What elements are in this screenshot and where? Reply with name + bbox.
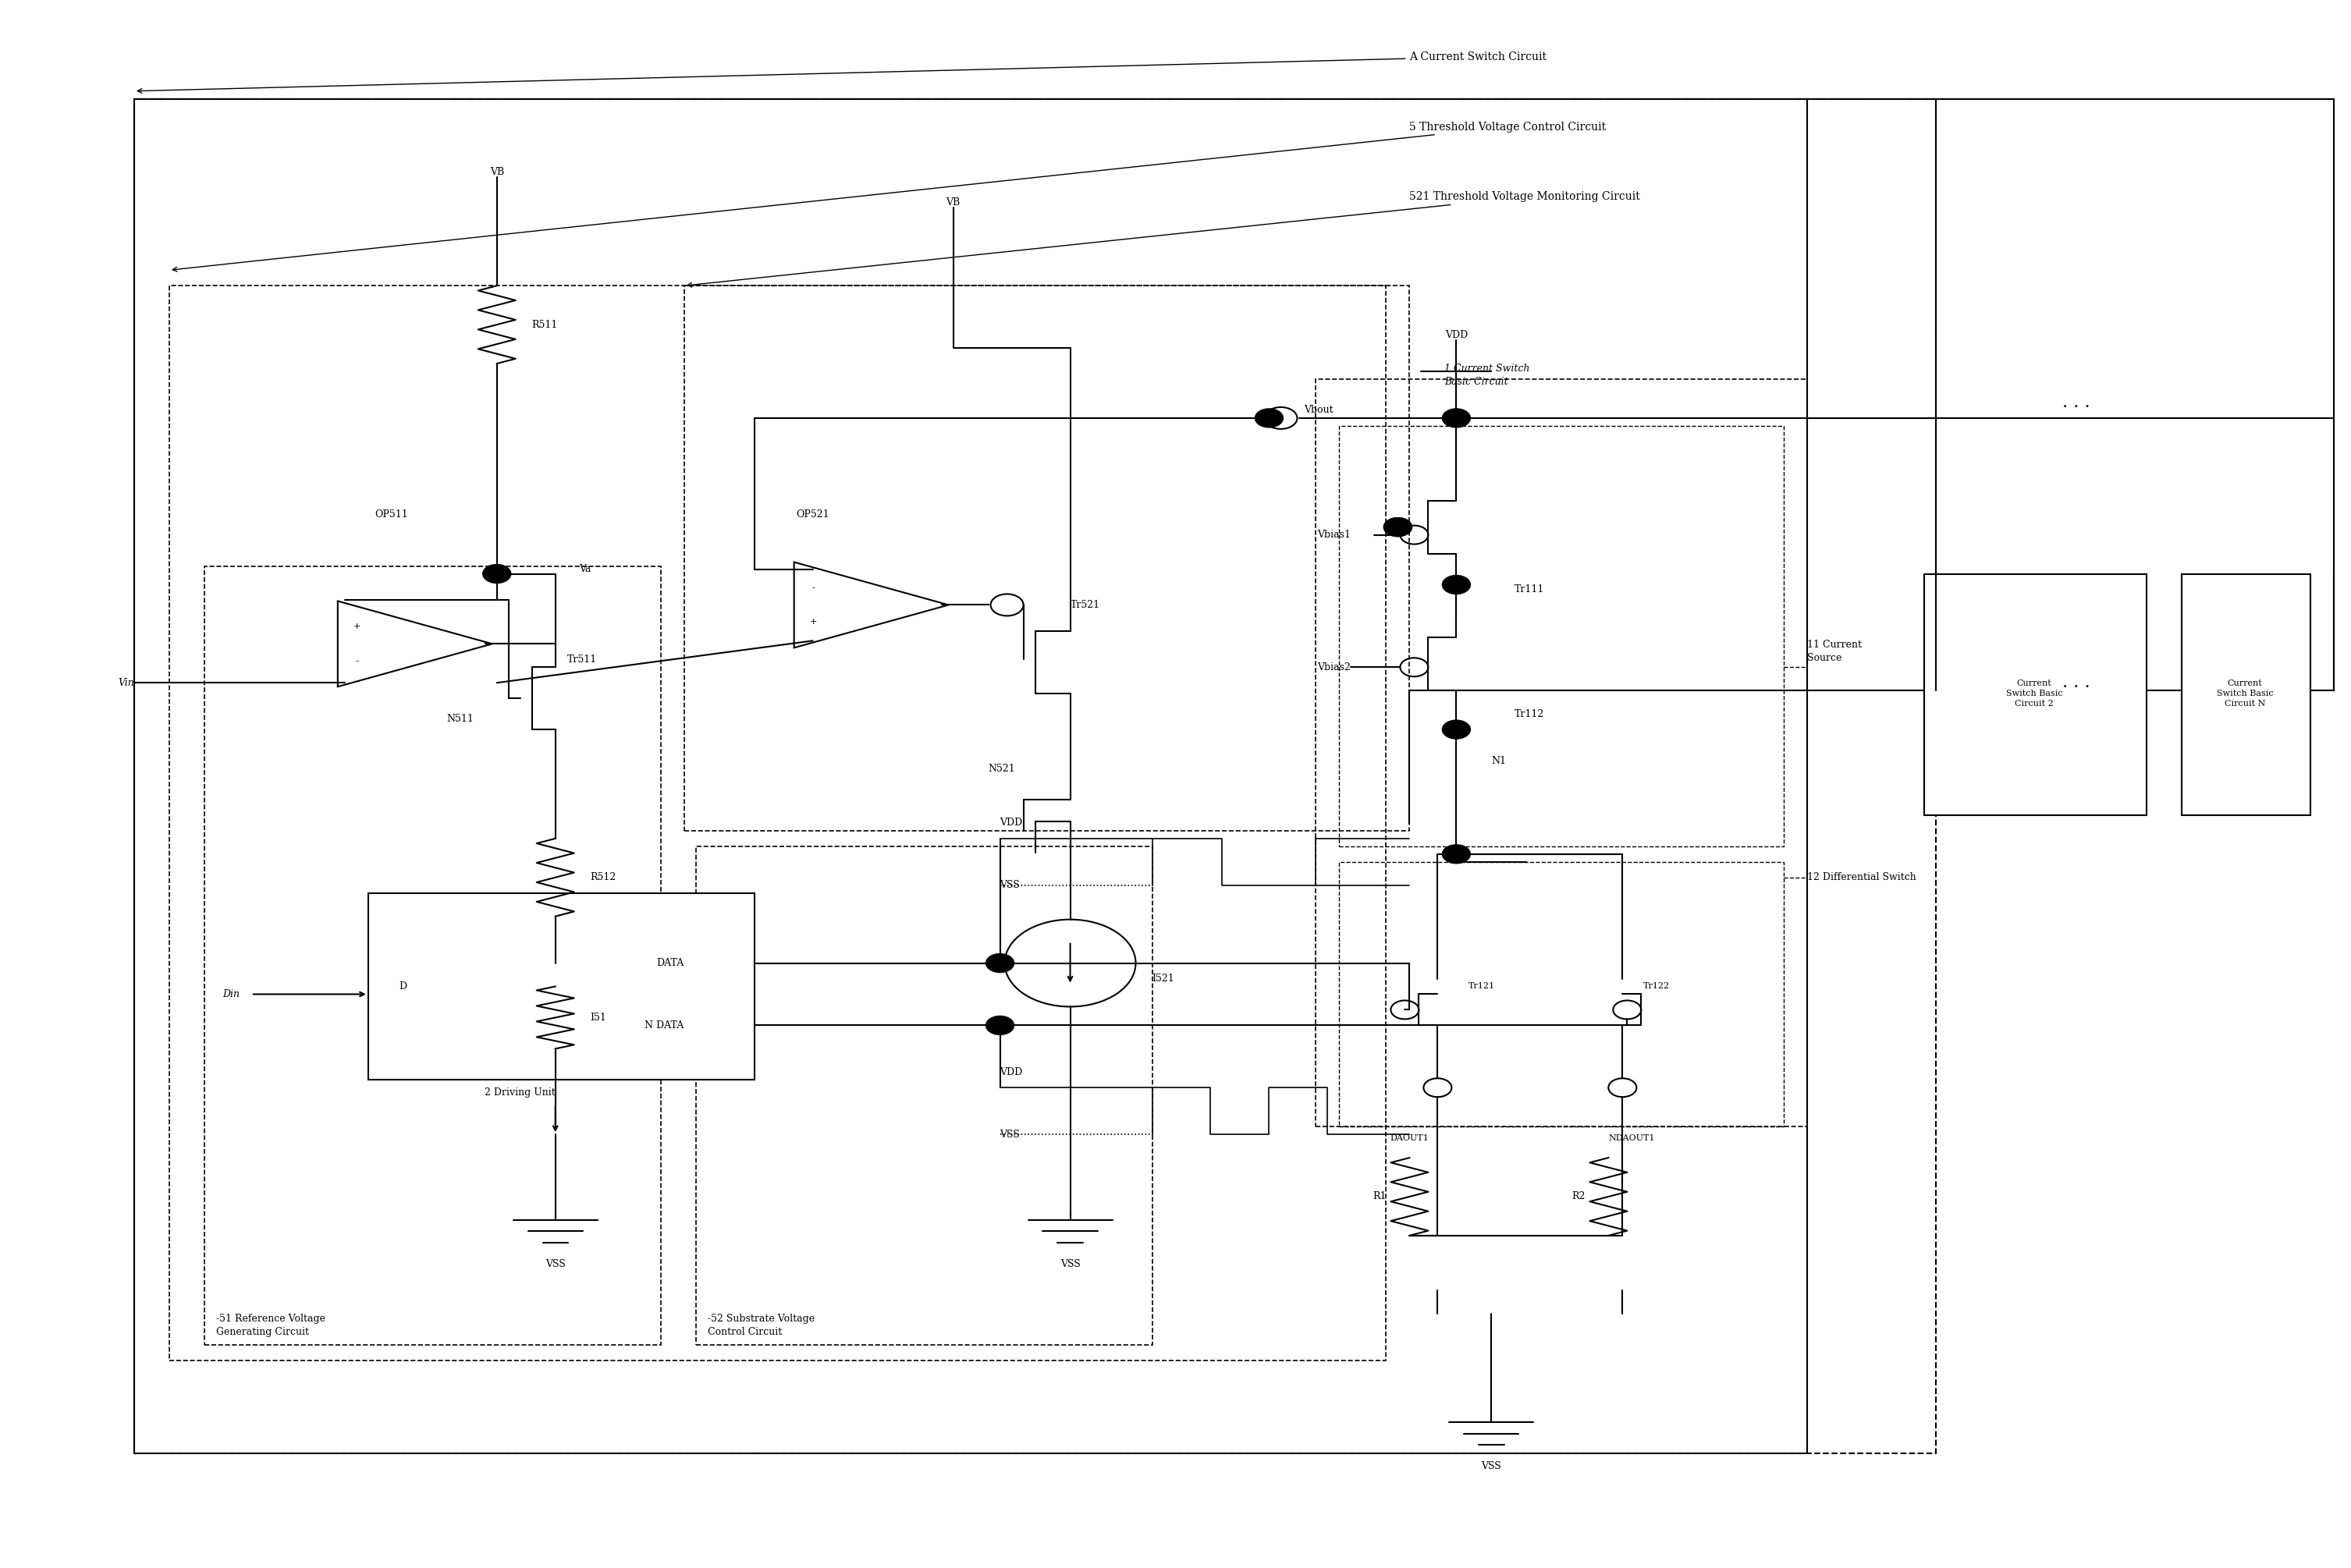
Text: -52 Substrate Voltage
Control Circuit: -52 Substrate Voltage Control Circuit: [708, 1314, 813, 1338]
Text: R512: R512: [590, 872, 616, 883]
Text: Tr122: Tr122: [1643, 983, 1669, 991]
Text: Vin: Vin: [118, 677, 134, 688]
Text: VSS: VSS: [999, 1129, 1020, 1140]
Text: 11 Current
Source: 11 Current Source: [1808, 640, 1862, 663]
Text: A Current Switch Circuit: A Current Switch Circuit: [136, 52, 1547, 93]
Text: VB: VB: [489, 166, 503, 177]
Text: Current
Switch Basic
Circuit 2: Current Switch Basic Circuit 2: [2005, 679, 2062, 707]
Text: OP511: OP511: [374, 510, 409, 519]
Text: -51 Reference Voltage
Generating Circuit: -51 Reference Voltage Generating Circuit: [216, 1314, 324, 1338]
Text: D: D: [400, 982, 407, 991]
Text: . . .: . . .: [2062, 674, 2090, 691]
Text: 521 Threshold Voltage Monitoring Circuit: 521 Threshold Voltage Monitoring Circuit: [686, 191, 1641, 287]
Text: Vbias1: Vbias1: [1317, 530, 1352, 539]
Text: DAOUT1: DAOUT1: [1389, 1134, 1429, 1142]
Circle shape: [1441, 845, 1469, 864]
Text: 1 Current Switch
Basic Circuit: 1 Current Switch Basic Circuit: [1444, 364, 1531, 387]
Circle shape: [1441, 575, 1469, 594]
Circle shape: [1385, 517, 1413, 536]
Text: VDD: VDD: [1446, 331, 1467, 340]
Text: N1: N1: [1491, 756, 1507, 765]
Text: Vbias2: Vbias2: [1317, 662, 1352, 673]
Text: -: -: [811, 583, 816, 591]
Text: Current
Switch Basic
Circuit N: Current Switch Basic Circuit N: [2217, 679, 2273, 707]
Circle shape: [985, 953, 1013, 972]
Text: DATA: DATA: [656, 958, 684, 967]
Text: Tr121: Tr121: [1467, 983, 1495, 991]
Circle shape: [482, 564, 510, 583]
Circle shape: [1255, 409, 1284, 428]
Text: VDD: VDD: [999, 818, 1023, 828]
FancyBboxPatch shape: [1925, 574, 2146, 815]
Text: N521: N521: [987, 764, 1016, 773]
Text: VSS: VSS: [1481, 1461, 1502, 1471]
Text: Din: Din: [223, 989, 240, 999]
Circle shape: [1385, 517, 1413, 536]
Text: VB: VB: [945, 198, 959, 209]
Circle shape: [1441, 720, 1469, 739]
Text: +: +: [809, 618, 818, 626]
Text: VSS: VSS: [545, 1259, 564, 1269]
Text: Tr112: Tr112: [1514, 709, 1545, 720]
Text: VSS: VSS: [999, 880, 1020, 891]
FancyBboxPatch shape: [2182, 574, 2311, 815]
Text: Tr511: Tr511: [567, 654, 597, 665]
Text: Vbout: Vbout: [1305, 405, 1333, 416]
Text: OP521: OP521: [797, 510, 830, 519]
Text: Tr111: Tr111: [1514, 585, 1545, 594]
Text: I521: I521: [1152, 974, 1176, 983]
Text: I51: I51: [590, 1013, 607, 1022]
Circle shape: [985, 1016, 1013, 1035]
Text: -: -: [355, 657, 360, 665]
Text: 5 Threshold Voltage Control Circuit: 5 Threshold Voltage Control Circuit: [172, 121, 1606, 271]
Text: R2: R2: [1570, 1192, 1585, 1201]
Circle shape: [1441, 409, 1469, 428]
Text: N DATA: N DATA: [644, 1021, 684, 1030]
Text: R511: R511: [531, 320, 557, 329]
FancyBboxPatch shape: [369, 894, 755, 1080]
Text: N511: N511: [447, 713, 473, 724]
Text: Tr521: Tr521: [1070, 601, 1100, 610]
Text: VSS: VSS: [1060, 1259, 1079, 1269]
Text: NDAOUT1: NDAOUT1: [1608, 1134, 1655, 1142]
Text: 12 Differential Switch: 12 Differential Switch: [1808, 872, 1916, 883]
Text: Va: Va: [578, 564, 590, 574]
Text: +: +: [353, 622, 360, 630]
Text: R1: R1: [1373, 1192, 1387, 1201]
Text: . . .: . . .: [2062, 394, 2090, 411]
Text: VDD: VDD: [999, 1066, 1023, 1077]
Text: 2 Driving Unit: 2 Driving Unit: [484, 1088, 555, 1098]
